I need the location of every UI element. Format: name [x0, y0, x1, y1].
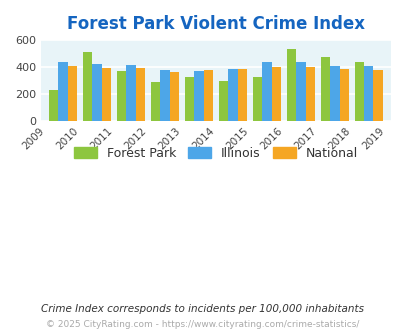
Bar: [151, 82, 160, 121]
Bar: [253, 77, 262, 121]
Bar: [160, 70, 169, 121]
Bar: [339, 69, 348, 121]
Bar: [135, 68, 145, 121]
Bar: [169, 72, 178, 121]
Bar: [58, 62, 68, 121]
Bar: [330, 66, 339, 121]
Bar: [126, 65, 135, 121]
Bar: [354, 62, 363, 121]
Bar: [262, 62, 271, 121]
Bar: [271, 67, 280, 121]
Bar: [185, 77, 194, 121]
Text: Crime Index corresponds to incidents per 100,000 inhabitants: Crime Index corresponds to incidents per…: [41, 304, 364, 314]
Bar: [101, 68, 111, 121]
Bar: [363, 66, 373, 121]
Bar: [92, 64, 101, 121]
Bar: [117, 71, 126, 121]
Bar: [68, 66, 77, 121]
Bar: [286, 49, 296, 121]
Title: Forest Park Violent Crime Index: Forest Park Violent Crime Index: [67, 15, 364, 33]
Bar: [237, 69, 246, 121]
Bar: [228, 69, 237, 121]
Bar: [373, 70, 382, 121]
Bar: [320, 57, 330, 121]
Bar: [296, 62, 305, 121]
Bar: [219, 81, 228, 121]
Text: © 2025 CityRating.com - https://www.cityrating.com/crime-statistics/: © 2025 CityRating.com - https://www.city…: [46, 320, 359, 329]
Bar: [49, 90, 58, 121]
Bar: [305, 67, 314, 121]
Bar: [83, 52, 92, 121]
Bar: [194, 71, 203, 121]
Bar: [203, 70, 212, 121]
Legend: Forest Park, Illinois, National: Forest Park, Illinois, National: [69, 142, 362, 165]
